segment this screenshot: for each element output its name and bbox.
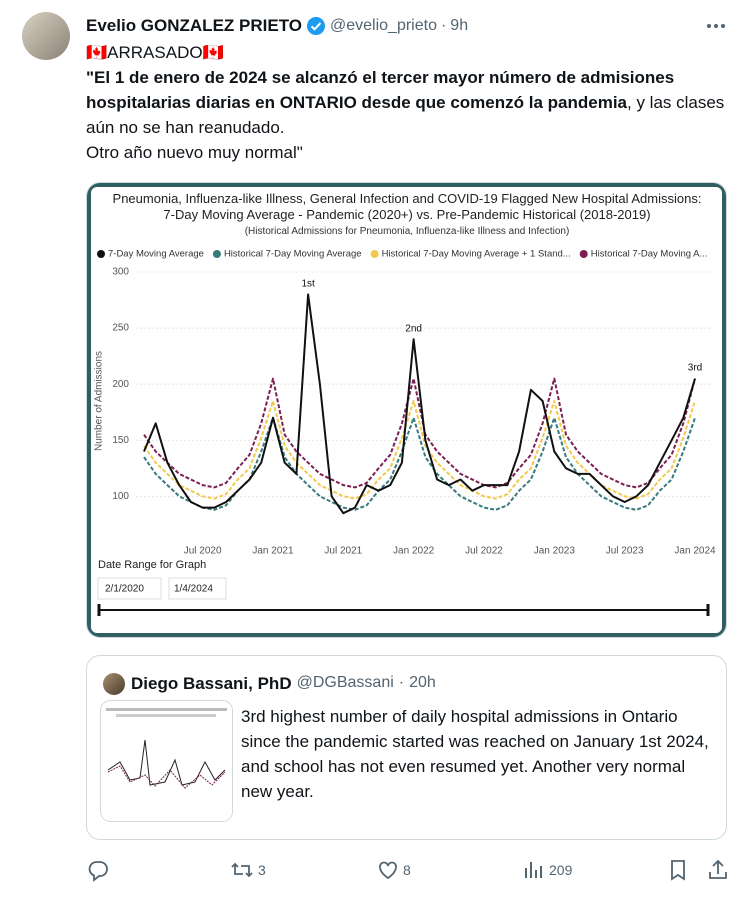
media-card[interactable]: Pneumonia, Influenza-like Illness, Gener… xyxy=(86,182,727,638)
retweet-count: 3 xyxy=(258,862,266,878)
separator: · xyxy=(398,674,405,691)
x-tick-label: Jan 2022 xyxy=(393,546,435,557)
legend-marker xyxy=(370,250,379,258)
chart-subtitle: 7-Day Moving Average - Pandemic (2020+) … xyxy=(163,207,650,222)
x-tick-label: Jan 2024 xyxy=(674,546,716,557)
timestamp[interactable]: 9h xyxy=(450,17,469,34)
reply-icon[interactable] xyxy=(86,858,110,882)
legend-label: Historical 7-Day Moving Average + 1 Stan… xyxy=(382,249,571,260)
annotation: 2nd xyxy=(405,323,422,334)
quoted-handle: @DGBassani xyxy=(296,674,394,691)
quoted-author: Diego Bassani, PhD xyxy=(131,674,292,693)
x-tick-label: Jul 2020 xyxy=(184,546,222,557)
x-tick-label: Jul 2023 xyxy=(606,546,644,557)
author-name[interactable]: Evelio GONZALEZ PRIETO xyxy=(86,16,302,35)
y-tick-label: 100 xyxy=(112,491,129,502)
x-tick-label: Jan 2021 xyxy=(252,546,294,557)
quoted-avatar xyxy=(103,673,125,695)
end-date-box[interactable] xyxy=(168,577,227,600)
views-count: 209 xyxy=(549,862,573,878)
x-tick-label: Jan 2023 xyxy=(534,546,576,557)
like-icon[interactable] xyxy=(376,858,400,882)
views-icon[interactable] xyxy=(521,858,545,882)
end-date: 1/4/2024 xyxy=(174,584,213,595)
quoted-thumbnail xyxy=(100,700,233,822)
y-tick-label: 300 xyxy=(112,267,129,278)
legend-marker xyxy=(97,250,105,258)
quoted-time: 20h xyxy=(409,674,436,691)
tweet-header: Evelio GONZALEZ PRIETO @evelio_prieto · … xyxy=(86,16,468,36)
series-line xyxy=(143,293,696,515)
quoted-tweet[interactable] xyxy=(86,655,727,840)
legend-label: Historical 7-Day Moving A... xyxy=(591,249,708,260)
start-date-box[interactable] xyxy=(97,577,162,600)
series-line xyxy=(143,377,696,489)
handle[interactable]: @evelio_prieto xyxy=(330,17,437,34)
y-tick-label: 200 xyxy=(112,379,129,390)
legend-label: Historical 7-Day Moving Average xyxy=(224,249,362,260)
y-axis-label: Number of Admissions xyxy=(94,351,105,451)
last-line: Otro año nuevo muy normal" xyxy=(86,143,303,162)
avatar[interactable] xyxy=(22,12,70,60)
annotation: 3rd xyxy=(688,363,702,374)
tweet-text: 🇨🇦ARRASADO🇨🇦 "El 1 de enero de 2024 se a… xyxy=(86,40,736,165)
bold-quote: "El 1 de enero de 2024 se alcanzó el ter… xyxy=(86,68,675,112)
bookmark-icon[interactable] xyxy=(666,858,690,882)
more-button[interactable] xyxy=(704,18,728,34)
chart: Pneumonia, Influenza-like Illness, Gener… xyxy=(87,183,726,637)
retweet-icon[interactable] xyxy=(230,858,254,882)
x-tick-label: Jul 2021 xyxy=(324,546,362,557)
y-tick-label: 250 xyxy=(112,323,129,334)
headline: 🇨🇦ARRASADO🇨🇦 xyxy=(86,43,224,62)
legend-marker xyxy=(212,250,221,258)
quoted-text: 3rd highest number of daily hospital adm… xyxy=(241,707,709,801)
legend-label: 7-Day Moving Average xyxy=(108,249,204,260)
separator: · xyxy=(440,17,447,34)
chart-title: Pneumonia, Influenza-like Illness, Gener… xyxy=(113,191,702,206)
quoted-header: Diego Bassani, PhD @DGBassani · 20h xyxy=(131,674,436,694)
like-count: 8 xyxy=(403,862,411,878)
start-date: 2/1/2020 xyxy=(105,584,144,595)
share-icon[interactable] xyxy=(706,858,730,882)
annotation: 1st xyxy=(301,278,315,289)
date-range-label: Date Range for Graph xyxy=(98,559,206,571)
verified-badge xyxy=(307,17,325,35)
series-line xyxy=(143,416,696,511)
chart-note: (Historical Admissions for Pneumonia, In… xyxy=(245,226,570,237)
quote-rest: , y las clases aún no se han reanudado. xyxy=(86,93,725,137)
y-tick-label: 150 xyxy=(112,435,129,446)
legend-marker xyxy=(579,250,588,258)
x-tick-label: Jul 2022 xyxy=(465,546,503,557)
